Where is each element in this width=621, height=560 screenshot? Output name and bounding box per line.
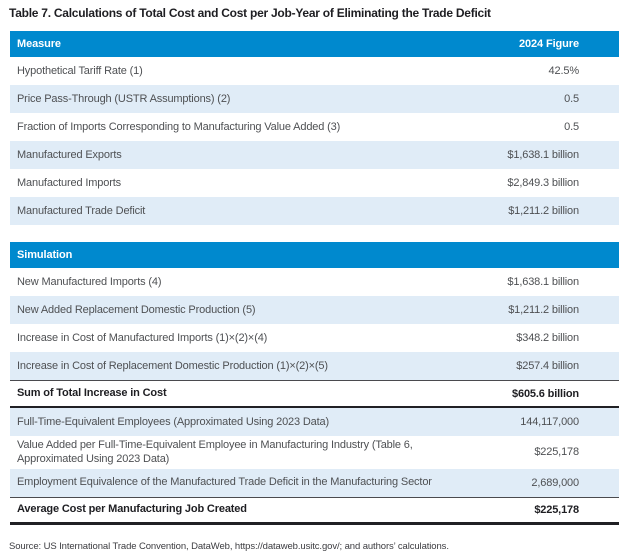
row-value: 0.5	[564, 93, 579, 105]
row-label: New Added Replacement Domestic Productio…	[17, 303, 256, 316]
row-value: $225,178	[534, 446, 579, 459]
row-label: Manufactured Trade Deficit	[17, 204, 146, 217]
table-row: Manufactured Trade Deficit $1,211.2 billi…	[10, 197, 619, 225]
column-header-measure: Measure	[17, 38, 61, 50]
row-value: $225,178	[534, 503, 579, 516]
table-row: Average Cost per Manufacturing Job Creat…	[10, 496, 619, 525]
table-row: New Added Replacement Domestic Productio…	[10, 296, 619, 324]
row-label: New Manufactured Imports (4)	[17, 275, 162, 288]
row-value: $257.4 billion	[516, 360, 579, 372]
row-label: Manufactured Imports	[17, 176, 121, 189]
row-label: Full-Time-Equivalent Employees (Approxim…	[17, 415, 330, 428]
row-value: 144,117,000	[520, 416, 579, 428]
table-row: Fraction of Imports Corresponding to Man…	[10, 113, 619, 141]
row-label: Increase in Cost of Manufactured Imports…	[17, 331, 268, 344]
row-value: $605.6 billion	[512, 387, 579, 400]
table-row: Value Added per Full-Time-Equivalent Emp…	[10, 436, 619, 469]
simulation-table-body: New Manufactured Imports (4) $1,638.1 bil…	[10, 268, 619, 525]
row-value: 0.5	[564, 121, 579, 133]
simulation-table: Simulation New Manufactured Imports (4) $…	[10, 242, 619, 525]
table-row: Manufactured Imports $2,849.3 billion	[10, 169, 619, 197]
table-title: Table 7. Calculations of Total Cost and …	[9, 6, 491, 20]
source-note: Source: US International Trade Conventio…	[9, 541, 449, 552]
table-row: Hypothetical Tariff Rate (1) 42.5%	[10, 57, 619, 85]
measure-table: Measure 2024 Figure Hypothetical Tariff …	[10, 31, 619, 225]
table-row: Increase in Cost of Manufactured Imports…	[10, 324, 619, 352]
column-header-2024-figure: 2024 Figure	[518, 38, 579, 50]
row-value: $2,849.3 billion	[507, 177, 579, 189]
row-value: $1,638.1 billion	[507, 149, 579, 161]
row-value: $1,638.1 billion	[507, 276, 579, 288]
row-value: 2,689,000	[531, 476, 579, 489]
measure-table-body: Hypothetical Tariff Rate (1) 42.5% Price P…	[10, 57, 619, 225]
row-label: Average Cost per Manufacturing Job Creat…	[17, 503, 247, 516]
table-row: Full-Time-Equivalent Employees (Approxim…	[10, 408, 619, 436]
row-value: $348.2 billion	[516, 332, 579, 344]
table-row: Increase in Cost of Replacement Domestic…	[10, 352, 619, 380]
measure-table-header-row: Measure 2024 Figure	[10, 31, 619, 57]
row-value: 42.5%	[548, 65, 580, 77]
table-row: Sum of Total Increase in Cost $605.6 bill…	[10, 380, 619, 408]
row-value: $1,211.2 billion	[508, 205, 579, 217]
row-label: Price Pass-Through (USTR Assumptions) (2…	[17, 92, 231, 105]
row-label: Value Added per Full-Time-Equivalent Emp…	[17, 439, 413, 466]
row-label: Sum of Total Increase in Cost	[17, 387, 167, 400]
row-label: Hypothetical Tariff Rate (1)	[17, 64, 143, 77]
row-label: Employment Equivalence of the Manufactur…	[17, 476, 432, 489]
row-label: Fraction of Imports Corresponding to Man…	[17, 120, 341, 133]
row-value: $1,211.2 billion	[508, 304, 579, 316]
table-row: Manufactured Exports $1,638.1 billion	[10, 141, 619, 169]
simulation-table-header-row: Simulation	[10, 242, 619, 268]
row-label: Manufactured Exports	[17, 148, 122, 161]
table-row: Employment Equivalence of the Manufactur…	[10, 468, 619, 497]
row-label: Increase in Cost of Replacement Domestic…	[17, 359, 328, 372]
column-header-simulation: Simulation	[17, 249, 73, 261]
table-row: Price Pass-Through (USTR Assumptions) (2…	[10, 85, 619, 113]
table-row: New Manufactured Imports (4) $1,638.1 bil…	[10, 268, 619, 296]
